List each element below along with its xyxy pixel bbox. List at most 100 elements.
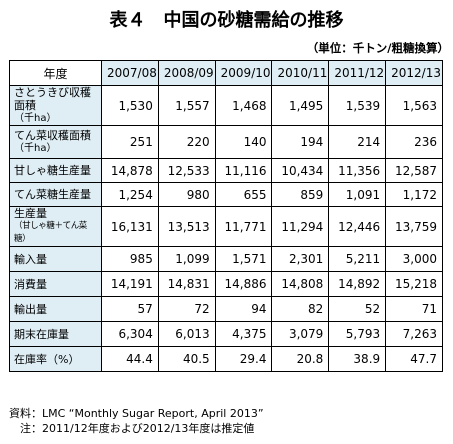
value-cell: 1,495	[271, 85, 330, 126]
value-cell: 2,301	[271, 246, 330, 272]
value-cell: 57	[101, 296, 159, 322]
value-cell: 14,831	[157, 271, 216, 297]
row-label: 消費量	[14, 277, 47, 291]
value-cell: 71	[385, 296, 443, 322]
value-cell: 14,892	[328, 271, 387, 297]
row-label: てん菜糖生産量	[14, 188, 91, 201]
row-label: 在庫率（%）	[14, 352, 80, 366]
value-cell: 14,808	[271, 271, 330, 297]
row-label-cell: てん菜糖生産量	[9, 182, 102, 207]
value-cell: 214	[328, 125, 387, 159]
value-cell: 12,533	[157, 158, 216, 183]
value-cell: 14,878	[101, 158, 159, 183]
value-cell: 194	[271, 125, 330, 159]
value-cell: 44.4	[101, 346, 159, 372]
row-label-cell: 甘しゃ糖生産量	[9, 158, 102, 183]
value-cell: 3,079	[271, 321, 330, 347]
row-label-cell: 在庫率（%）	[9, 346, 102, 372]
row-label: 輸出量	[14, 302, 47, 316]
value-cell: 1,563	[385, 85, 443, 126]
value-cell: 94	[214, 296, 273, 322]
table-row: 生産量 （甘しゃ糖＋てん菜糖） 16,131 13,513 11,771 11,294 12…	[9, 206, 443, 247]
value-cell: 5,211	[328, 246, 387, 272]
header-year: 2008/09	[157, 60, 216, 86]
row-label-cell: 輸入量	[9, 246, 102, 272]
value-cell: 14,191	[101, 271, 159, 297]
value-cell: 20.8	[271, 346, 330, 372]
header-label-year: 年度	[9, 60, 102, 86]
row-label: 甘しゃ糖生産量	[14, 164, 91, 177]
value-cell: 11,771	[214, 206, 273, 247]
estimate-note: 注：2011/12年度および2012/13年度は推定値	[9, 422, 255, 435]
table-header-row: 年度 2007/08 2008/09 2009/10 2010/11 2011/…	[9, 60, 443, 86]
row-label-cell: てん菜収穫面積 （千ha）	[9, 125, 102, 159]
value-cell: 16,131	[101, 206, 159, 247]
page-title: 表４ 中国の砂糖需給の推移	[109, 10, 344, 31]
value-cell: 1,530	[101, 85, 159, 126]
value-cell: 38.9	[328, 346, 387, 372]
table-row: 消費量 14,191 14,831 14,886 14,808 14,892 15,218	[9, 271, 443, 297]
header-year: 2009/10	[214, 60, 273, 86]
table-row: てん菜糖生産量 1,254 980 655 859 1,091 1,172	[9, 182, 443, 207]
value-cell: 29.4	[214, 346, 273, 372]
table-row: 輸入量 985 1,099 1,571 2,301 5,211 3,000	[9, 246, 443, 272]
value-cell: 140	[214, 125, 273, 159]
row-label-unit: （千ha）	[14, 113, 57, 124]
value-cell: 12,587	[385, 158, 443, 183]
value-cell: 1,099	[157, 246, 216, 272]
value-cell: 1,091	[328, 182, 387, 207]
value-cell: 236	[385, 125, 443, 159]
row-label-unit: （千ha）	[14, 143, 57, 154]
value-cell: 6,304	[101, 321, 159, 347]
table-row: 在庫率（%） 44.4 40.5 29.4 20.8 38.9 47.7	[9, 346, 443, 372]
value-cell: 1,557	[157, 85, 216, 126]
value-cell: 72	[157, 296, 216, 322]
row-label-detail: （甘しゃ糖＋てん菜糖）	[14, 221, 87, 244]
row-label-cell: 消費量	[9, 271, 102, 297]
value-cell: 11,294	[271, 206, 330, 247]
value-cell: 11,356	[328, 158, 387, 183]
header-year: 2007/08	[101, 60, 159, 86]
row-label: さとうきび収穫面積	[14, 86, 91, 112]
value-cell: 1,539	[328, 85, 387, 126]
value-cell: 220	[157, 125, 216, 159]
row-label: 輸入量	[14, 252, 47, 266]
table-row: 期末在庫量 6,304 6,013 4,375 3,079 5,793 7,263	[9, 321, 443, 347]
table-row: さとうきび収穫面積 （千ha） 1,530 1,557 1,468 1,495 1,539 1…	[9, 85, 443, 126]
footnotes: 資料：LMC “Monthly Sugar Report, April 2013…	[9, 406, 264, 436]
value-cell: 13,513	[157, 206, 216, 247]
unit-note: （単位：千トン/粗糖換算）	[306, 41, 449, 55]
value-cell: 985	[101, 246, 159, 272]
value-cell: 82	[271, 296, 330, 322]
row-label: 期末在庫量	[14, 327, 69, 341]
value-cell: 47.7	[385, 346, 443, 372]
value-cell: 10,434	[271, 158, 330, 183]
row-label-cell: さとうきび収穫面積 （千ha）	[9, 85, 102, 126]
row-label: 生産量	[14, 207, 47, 220]
value-cell: 12,446	[328, 206, 387, 247]
header-year: 2010/11	[271, 60, 330, 86]
value-cell: 52	[328, 296, 387, 322]
value-cell: 5,793	[328, 321, 387, 347]
header-year: 2011/12	[328, 60, 387, 86]
value-cell: 40.5	[157, 346, 216, 372]
row-label-cell: 輸出量	[9, 296, 102, 322]
value-cell: 15,218	[385, 271, 443, 297]
value-cell: 13,759	[385, 206, 443, 247]
header-year: 2012/13	[385, 60, 443, 86]
value-cell: 14,886	[214, 271, 273, 297]
value-cell: 6,013	[157, 321, 216, 347]
value-cell: 7,263	[385, 321, 443, 347]
value-cell: 1,172	[385, 182, 443, 207]
source-note: 資料：LMC “Monthly Sugar Report, April 2013…	[9, 407, 264, 420]
value-cell: 4,375	[214, 321, 273, 347]
row-label-cell: 生産量 （甘しゃ糖＋てん菜糖）	[9, 206, 102, 247]
value-cell: 1,254	[101, 182, 159, 207]
table-row: 輸出量 57 72 94 82 52 71	[9, 296, 443, 322]
sugar-supply-demand-table: 年度 2007/08 2008/09 2009/10 2010/11 2011/…	[9, 60, 443, 372]
value-cell: 251	[101, 125, 159, 159]
value-cell: 1,571	[214, 246, 273, 272]
table-row: 甘しゃ糖生産量 14,878 12,533 11,116 10,434 11,356 12,…	[9, 158, 443, 183]
value-cell: 980	[157, 182, 216, 207]
value-cell: 3,000	[385, 246, 443, 272]
